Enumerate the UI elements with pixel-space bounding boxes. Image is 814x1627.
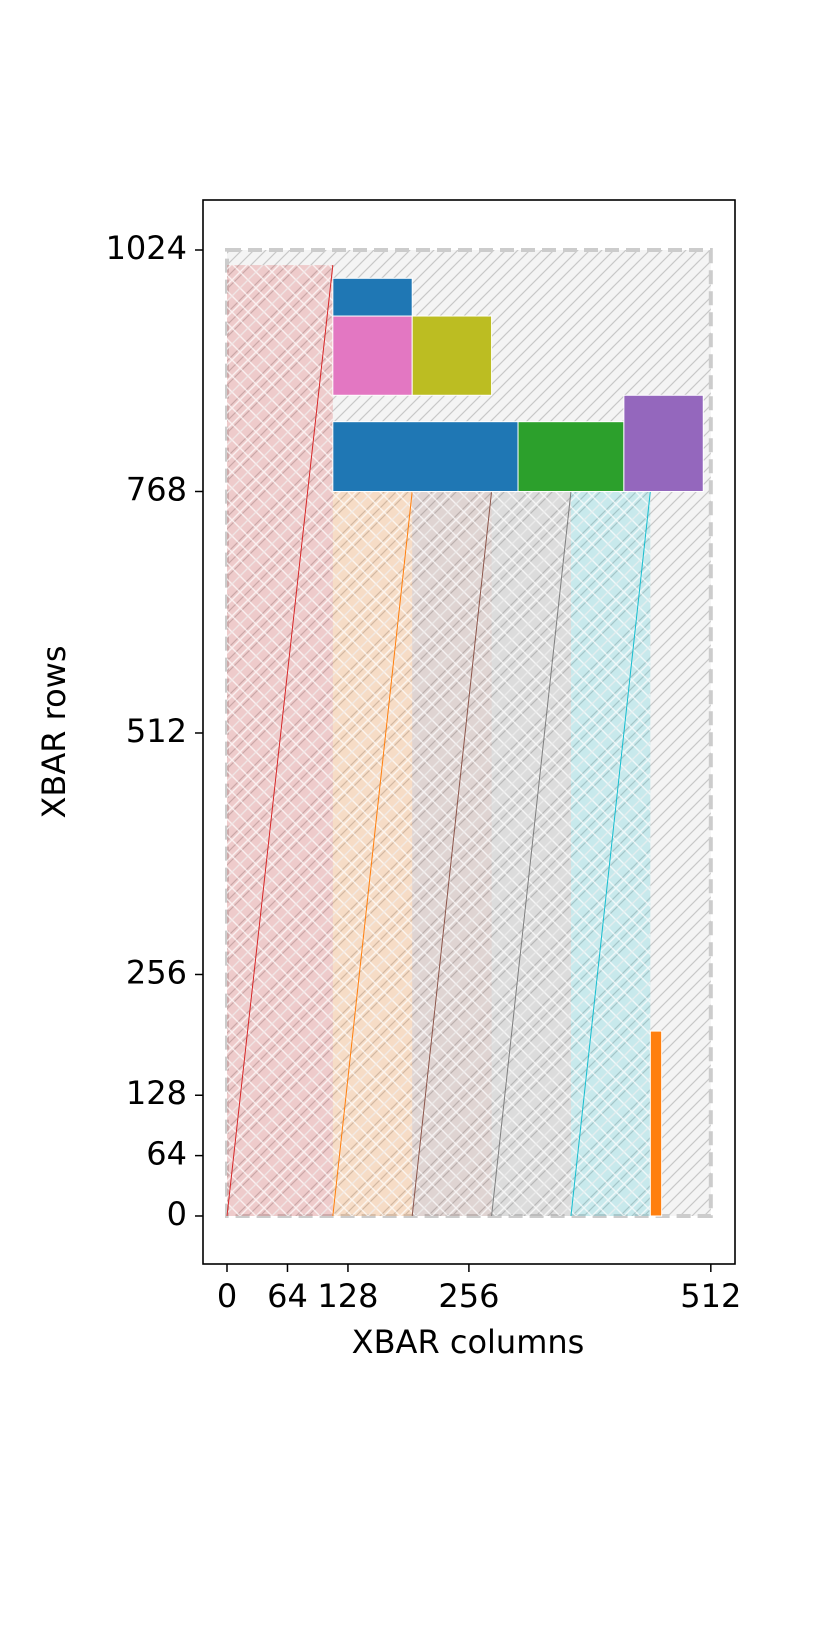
block — [332, 277, 413, 317]
block — [649, 1030, 663, 1217]
x-tick-label: 0 — [217, 1277, 237, 1315]
region-diagonal — [332, 491, 413, 1217]
region-diagonal — [491, 491, 572, 1217]
y-axis-label: XBAR rows — [35, 645, 73, 818]
plot-area — [225, 247, 713, 1218]
y-tick-label: 0 — [167, 1195, 187, 1233]
region-diagonal — [570, 491, 651, 1217]
block — [517, 421, 625, 492]
block — [332, 315, 413, 396]
y-tick-label: 768 — [126, 470, 187, 508]
region-diagonal — [411, 491, 493, 1217]
x-axis-label: XBAR columns — [352, 1323, 585, 1361]
block — [332, 421, 519, 492]
y-tick-label: 1024 — [106, 229, 187, 267]
x-tick-label: 128 — [317, 1277, 378, 1315]
y-tick-label: 128 — [126, 1074, 187, 1112]
y-tick-label: 256 — [126, 953, 187, 991]
x-tick-label: 512 — [680, 1277, 741, 1315]
block — [623, 394, 704, 492]
y-tick-label: 64 — [146, 1135, 187, 1173]
block — [411, 315, 493, 396]
x-tick-label: 64 — [267, 1277, 308, 1315]
x-tick-label: 256 — [438, 1277, 499, 1315]
y-tick-label: 512 — [126, 712, 187, 750]
region-diagonal — [226, 265, 334, 1217]
